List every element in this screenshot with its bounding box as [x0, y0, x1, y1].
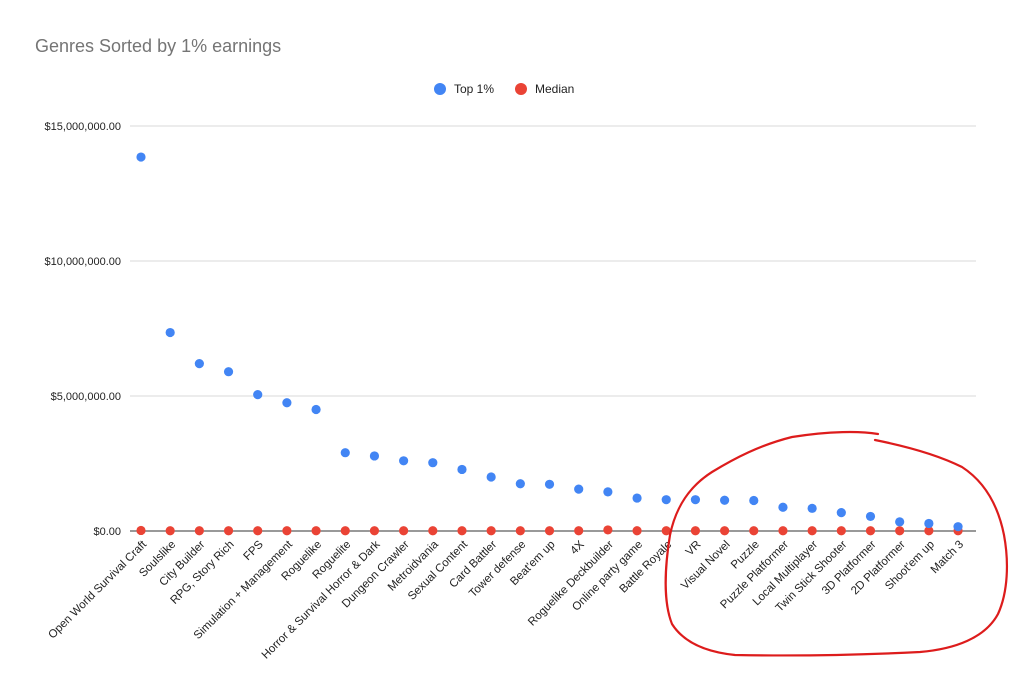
median-point	[836, 526, 846, 536]
top-1-percent-point	[369, 451, 380, 461]
top-1-percent-point	[253, 390, 263, 400]
median-point	[253, 526, 263, 536]
median-point	[690, 526, 701, 536]
y-axis-ticks: $0.00 $5,000,000.00 $10,000,000.00 $15,000,…	[45, 121, 121, 538]
top-1-percent-point	[282, 398, 292, 408]
chart-title: Genres Sorted by 1% earnings	[35, 36, 282, 56]
top-1-percent-point	[165, 327, 175, 338]
y-tick-label: $0.00	[93, 526, 121, 538]
median-point	[661, 526, 671, 536]
top-1-percent-point	[895, 517, 905, 527]
y-tick-label: $15,000,000.00	[45, 121, 121, 133]
top-1-percent-point	[311, 404, 321, 415]
median-point	[749, 526, 759, 536]
median-point	[924, 526, 934, 536]
top-1-percent-point	[720, 495, 730, 505]
x-tick-label: Open World Survival Craft	[46, 538, 149, 641]
x-tick-label: Match 3	[929, 539, 966, 576]
median-point	[311, 526, 321, 536]
median-point	[282, 526, 292, 536]
hand-drawn-circle-annotation	[664, 430, 1009, 657]
legend-marker	[434, 83, 446, 95]
top-1-percent-point	[194, 359, 204, 369]
median-point	[457, 526, 467, 536]
top-1-percent-point	[515, 479, 525, 489]
top-1-percent-point	[223, 367, 234, 377]
top-1-percent-point	[865, 511, 876, 522]
top-1-percent-point	[690, 495, 701, 505]
median-point	[574, 526, 584, 536]
median-point	[340, 526, 350, 536]
median-point	[194, 526, 204, 536]
top-1-percent-point	[574, 484, 584, 494]
median-point	[515, 526, 525, 536]
top-1-percent-point	[778, 502, 788, 512]
top-1-percent-point	[807, 503, 817, 513]
x-tick-label: VR	[684, 539, 704, 559]
top-1-percent-point	[486, 472, 496, 482]
x-tick-label: 4X	[568, 538, 587, 557]
legend: Top 1% Median	[434, 82, 574, 96]
median-point	[632, 526, 642, 536]
median-point	[865, 526, 876, 536]
median-point	[165, 526, 175, 536]
median-point	[369, 526, 380, 536]
top-1-percent-point	[836, 508, 846, 518]
top-1-percent-point	[136, 152, 146, 162]
y-tick-label: $10,000,000.00	[45, 256, 121, 268]
median-point	[807, 526, 817, 536]
legend-label: Top 1%	[454, 82, 494, 96]
data-points	[136, 152, 963, 536]
legend-marker	[515, 83, 527, 95]
top-1-percent-point	[632, 493, 642, 503]
median-point	[428, 526, 438, 536]
top-1-percent-point	[749, 495, 759, 506]
top-1-percent-point	[399, 456, 409, 466]
top-1-percent-point	[340, 448, 350, 458]
top-1-percent-point	[953, 522, 963, 532]
top-1-percent-point	[661, 495, 671, 505]
top-1-percent-point	[428, 458, 438, 468]
median-point	[399, 526, 409, 536]
y-tick-label: $5,000,000.00	[51, 391, 121, 403]
top-1-percent-point	[544, 479, 555, 489]
top-1-percent-point	[457, 464, 467, 475]
top-1-percent-point	[603, 487, 613, 497]
median-point	[603, 525, 613, 535]
median-point	[544, 526, 555, 536]
top-1-percent-point	[924, 518, 934, 529]
gridlines	[130, 125, 976, 532]
x-tick-label: FPS	[242, 538, 267, 563]
median-point	[223, 526, 234, 536]
median-point	[778, 526, 788, 536]
legend-label: Median	[535, 82, 574, 96]
median-point	[486, 526, 496, 536]
median-point	[136, 525, 146, 536]
median-point	[720, 526, 730, 536]
median-point	[895, 526, 905, 536]
